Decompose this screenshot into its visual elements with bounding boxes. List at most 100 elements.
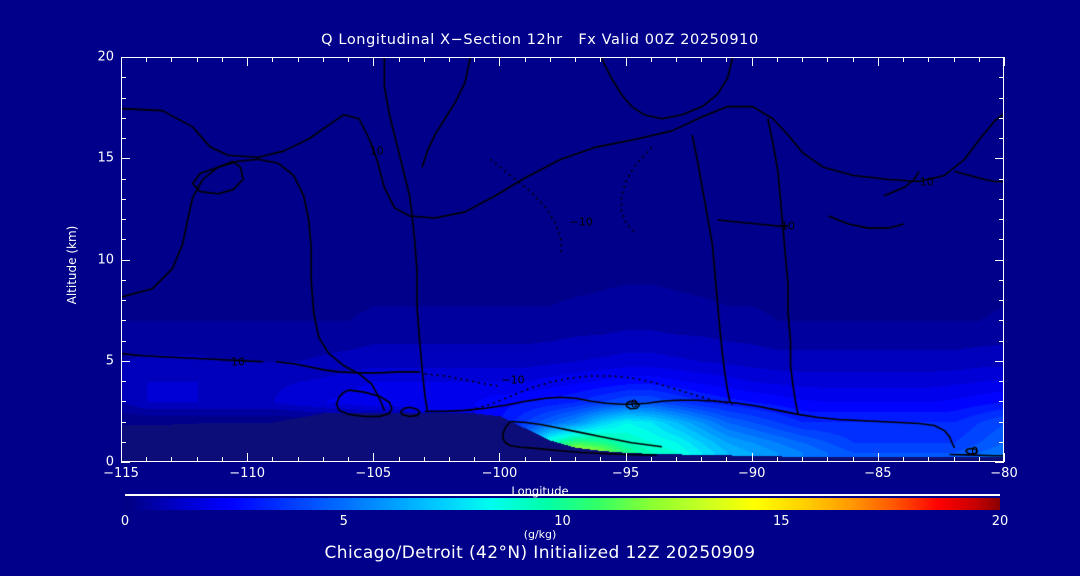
x-tick: [827, 457, 829, 462]
y-tick: [121, 77, 126, 79]
y-tick-right: [999, 77, 1004, 79]
y-tick-right: [999, 117, 1004, 119]
y-tick: [121, 462, 130, 463]
x-tick: [953, 457, 955, 462]
contour-label: 10: [369, 144, 384, 158]
x-tick: [676, 457, 678, 462]
x-tick: [751, 453, 753, 462]
x-tick-top: [348, 57, 350, 62]
x-tick-top: [751, 57, 753, 66]
x-tick-label: −90: [737, 466, 766, 481]
y-tick-right: [995, 158, 1004, 160]
x-tick-label: −100: [481, 466, 518, 481]
y-tick-right: [999, 239, 1004, 241]
x-tick: [978, 457, 980, 462]
x-tick: [221, 457, 223, 462]
x-tick-top: [398, 57, 400, 62]
x-tick-top: [272, 57, 274, 62]
y-tick-right: [999, 300, 1004, 301]
colorbar-tick-label: 5: [339, 514, 348, 529]
y-tick-right: [999, 198, 1004, 200]
x-tick: [272, 457, 274, 462]
y-tick-right: [995, 259, 1004, 261]
x-tick: [297, 457, 299, 462]
x-tick-top: [474, 57, 476, 62]
x-tick: [549, 457, 551, 462]
x-tick-label: −115: [103, 466, 139, 481]
x-tick-label: −85: [864, 466, 892, 481]
y-tick-right: [995, 462, 1004, 463]
y-tick-right: [999, 421, 1004, 423]
x-tick-top: [903, 57, 905, 62]
x-tick-top: [297, 57, 299, 62]
y-tick: [121, 219, 126, 220]
x-tick-top: [196, 57, 198, 62]
y-tick-right: [999, 340, 1004, 342]
x-tick-top: [121, 57, 122, 66]
x-tick: [247, 453, 249, 462]
x-tick-top: [776, 57, 778, 62]
contour-label: −10: [501, 373, 525, 387]
x-tick-top: [322, 57, 324, 62]
x-tick: [776, 457, 778, 462]
x-tick: [448, 457, 450, 462]
x-tick-top: [600, 57, 602, 62]
x-tick: [474, 457, 476, 462]
x-tick: [1004, 453, 1005, 462]
x-tick: [928, 457, 930, 462]
y-tick: [121, 340, 126, 342]
y-tick: [121, 421, 126, 423]
x-tick-top: [423, 57, 425, 62]
x-tick: [196, 457, 198, 462]
y-tick-right: [999, 320, 1004, 322]
contour-label: 0: [971, 444, 979, 458]
x-tick-label: −80: [990, 466, 1018, 481]
x-tick-top: [726, 57, 728, 62]
contour-label: −10: [569, 215, 593, 229]
x-tick: [322, 457, 324, 462]
colorbar-tick-label: 15: [772, 514, 790, 529]
x-tick: [701, 457, 703, 462]
y-tick: [121, 381, 126, 382]
contour-label: 10: [231, 355, 246, 369]
x-tick: [373, 453, 375, 462]
x-tick: [575, 457, 577, 462]
x-tick-top: [373, 57, 375, 66]
contour-overlay-canvas: [122, 58, 1003, 461]
x-tick: [171, 457, 173, 462]
x-tick-top: [575, 57, 577, 62]
x-tick-top: [877, 57, 879, 66]
x-tick-top: [247, 57, 249, 66]
y-tick: [121, 401, 126, 403]
x-tick-top: [650, 57, 652, 62]
x-tick-top: [448, 57, 450, 62]
x-tick-top: [221, 57, 223, 62]
colorbar-tick-label: 20: [991, 514, 1009, 529]
x-tick: [802, 457, 804, 462]
y-tick-label: 15: [97, 150, 114, 166]
y-tick-right: [999, 219, 1004, 220]
x-tick-top: [146, 57, 148, 62]
y-tick-label: 5: [105, 353, 114, 369]
x-tick: [121, 453, 122, 462]
y-tick-right: [999, 441, 1004, 443]
colorbar-tick-label: 10: [554, 514, 571, 529]
y-tick: [121, 320, 126, 322]
y-tick: [121, 117, 126, 119]
x-tick: [903, 457, 905, 462]
y-tick: [121, 360, 130, 362]
x-tick: [852, 457, 854, 462]
x-tick-top: [171, 57, 173, 62]
y-axis-title: Altitude (km): [65, 225, 79, 305]
x-tick-top: [852, 57, 854, 62]
colorbar: [125, 498, 1000, 510]
colorbar-units-label: (g/kg): [523, 528, 557, 541]
y-tick: [121, 300, 126, 301]
x-tick-top: [701, 57, 703, 62]
x-tick: [146, 457, 148, 462]
x-tick: [398, 457, 400, 462]
x-tick-label: −105: [355, 466, 392, 481]
x-tick-label: −110: [229, 466, 265, 481]
x-tick-top: [625, 57, 627, 66]
